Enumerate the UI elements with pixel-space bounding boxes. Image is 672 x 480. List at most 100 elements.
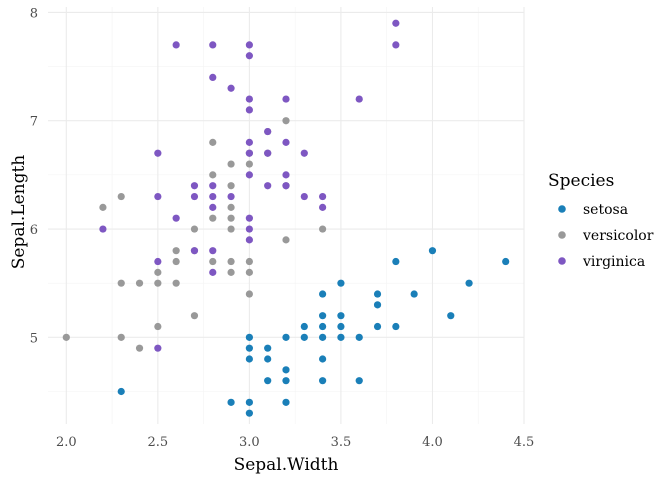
data-points: [62, 19, 510, 417]
point-versicolor: [227, 214, 235, 222]
point-versicolor: [172, 279, 180, 287]
point-versicolor: [227, 268, 235, 276]
point-virginica: [245, 41, 253, 49]
y-tick-label: 7: [30, 115, 38, 130]
point-versicolor: [319, 225, 327, 233]
point-versicolor: [209, 257, 217, 266]
point-virginica: [245, 214, 253, 222]
point-versicolor: [282, 117, 290, 125]
point-setosa: [319, 290, 327, 298]
point-setosa: [245, 398, 253, 406]
point-virginica: [154, 192, 162, 201]
legend-items: setosa versicolor virginica: [558, 202, 654, 270]
point-versicolor: [227, 225, 235, 233]
point-virginica: [282, 182, 290, 190]
legend: Species setosa versicolor virginica: [548, 171, 654, 270]
point-setosa: [245, 355, 253, 363]
point-virginica: [300, 149, 308, 157]
point-virginica: [282, 171, 290, 179]
point-virginica: [245, 52, 253, 60]
x-tick-label: 3.0: [239, 435, 260, 450]
point-versicolor: [154, 322, 162, 331]
point-setosa: [245, 409, 253, 417]
point-setosa: [245, 333, 253, 341]
point-setosa: [410, 290, 418, 298]
point-virginica: [209, 203, 217, 211]
point-virginica: [154, 344, 162, 352]
legend-label-versicolor: versicolor: [582, 228, 654, 244]
point-setosa: [392, 257, 400, 266]
point-setosa: [117, 387, 125, 396]
point-versicolor: [209, 214, 217, 222]
y-axis-ticks: 5 6 7 8: [30, 6, 38, 346]
point-setosa: [337, 333, 345, 341]
point-setosa: [264, 377, 272, 385]
y-tick-label: 6: [30, 223, 38, 238]
point-setosa: [355, 377, 363, 385]
point-versicolor: [227, 257, 235, 266]
point-virginica: [245, 95, 253, 103]
point-virginica: [319, 203, 327, 211]
point-versicolor: [245, 268, 253, 276]
point-setosa: [373, 301, 382, 309]
point-virginica: [319, 192, 327, 201]
point-virginica: [209, 182, 217, 190]
point-versicolor: [154, 268, 162, 276]
point-virginica: [190, 182, 199, 190]
point-versicolor: [135, 279, 144, 287]
point-setosa: [319, 377, 327, 385]
point-versicolor: [245, 257, 253, 266]
point-virginica: [245, 149, 253, 157]
point-versicolor: [190, 225, 199, 233]
point-setosa: [319, 355, 327, 363]
point-versicolor: [172, 247, 180, 255]
point-setosa: [465, 279, 473, 287]
point-setosa: [355, 333, 363, 341]
point-versicolor: [282, 236, 290, 244]
point-setosa: [392, 322, 400, 331]
x-tick-label: 4.0: [422, 435, 443, 450]
point-setosa: [227, 398, 235, 406]
point-virginica: [282, 138, 290, 146]
point-setosa: [282, 398, 290, 406]
point-setosa: [300, 322, 308, 331]
point-virginica: [209, 247, 217, 255]
x-axis-ticks: 2.0 2.5 3.0 3.5 4.0 4.5: [56, 435, 534, 450]
legend-label-virginica: virginica: [582, 254, 645, 270]
point-setosa: [319, 322, 327, 331]
point-versicolor: [99, 203, 107, 211]
point-setosa: [319, 333, 327, 341]
point-virginica: [392, 19, 400, 27]
point-virginica: [282, 95, 290, 103]
point-virginica: [172, 41, 180, 49]
point-virginica: [190, 192, 199, 201]
point-setosa: [282, 366, 290, 374]
point-virginica: [172, 214, 180, 222]
point-virginica: [209, 73, 217, 82]
point-versicolor: [209, 138, 217, 146]
x-tick-label: 4.5: [514, 435, 535, 450]
grid-lines: [48, 7, 525, 424]
point-virginica: [190, 247, 199, 255]
point-setosa: [319, 312, 327, 320]
point-versicolor: [245, 290, 253, 298]
legend-key-virginica: [558, 257, 566, 265]
point-setosa: [245, 344, 253, 352]
point-virginica: [245, 225, 253, 233]
point-setosa: [337, 279, 345, 287]
point-virginica: [209, 268, 217, 276]
point-virginica: [264, 182, 272, 190]
point-versicolor: [117, 333, 125, 341]
point-virginica: [355, 95, 363, 103]
y-tick-label: 5: [30, 331, 38, 346]
point-virginica: [227, 192, 235, 201]
point-virginica: [227, 84, 235, 92]
point-setosa: [300, 333, 308, 341]
y-axis-title: Sepal.Length: [9, 155, 29, 270]
point-versicolor: [117, 279, 125, 287]
legend-key-setosa: [558, 205, 566, 213]
legend-label-setosa: setosa: [583, 202, 628, 218]
point-virginica: [264, 149, 272, 157]
point-virginica: [154, 149, 162, 157]
y-tick-label: 8: [30, 6, 38, 21]
